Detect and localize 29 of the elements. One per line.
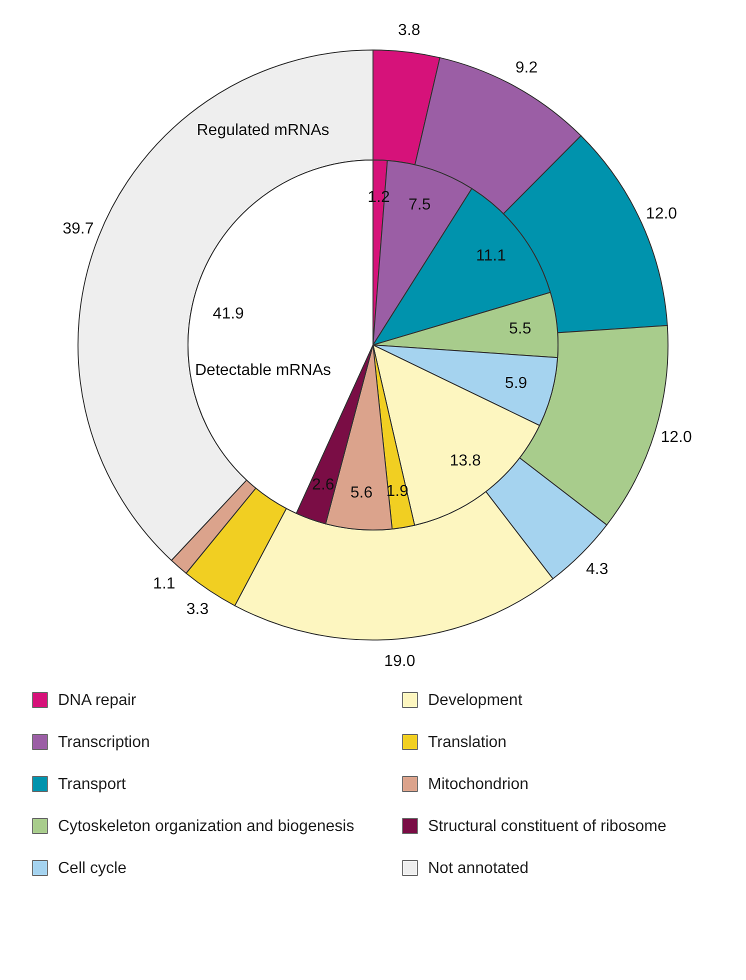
data-label: 41.9	[212, 306, 244, 323]
data-label: 11.1	[476, 248, 506, 265]
text: Regulated mRNAs	[196, 122, 330, 139]
data-label: 19.0	[384, 652, 416, 670]
legend-label: Cytoskeleton organization and biogenesis	[58, 818, 354, 835]
data-label: 7.5	[408, 196, 431, 214]
legend-label: Transcription	[58, 734, 150, 751]
data-label: 3.3	[186, 600, 209, 618]
text: Detectable mRNAs	[194, 362, 332, 379]
legend-label: Not annotated	[428, 860, 529, 877]
legend-label: DNA repair	[58, 692, 137, 709]
legend-label: Translation	[428, 734, 507, 751]
data-label: 5.6	[350, 484, 373, 502]
legend-label: Transport	[58, 776, 126, 793]
data-label: 9.2	[515, 60, 538, 77]
data-label: 39.7	[62, 220, 94, 238]
data-label: 2.6	[312, 476, 334, 494]
data-label: 1.1	[153, 575, 176, 592]
legend-label: Cell cycle	[58, 860, 127, 877]
data-label: 5.9	[504, 374, 528, 392]
data-label: 4.3	[586, 561, 608, 578]
data-label: 5.5	[508, 320, 532, 338]
data-label: 12.0	[660, 429, 692, 446]
data-label: 3.8	[398, 22, 420, 40]
data-label: 13.8	[450, 452, 481, 470]
data-label: 12.0	[646, 206, 678, 223]
legend-label: Development	[428, 692, 523, 709]
legend-label: Mitochondrion	[428, 776, 528, 793]
legend-label: Structural constituent of ribosome	[428, 818, 666, 835]
